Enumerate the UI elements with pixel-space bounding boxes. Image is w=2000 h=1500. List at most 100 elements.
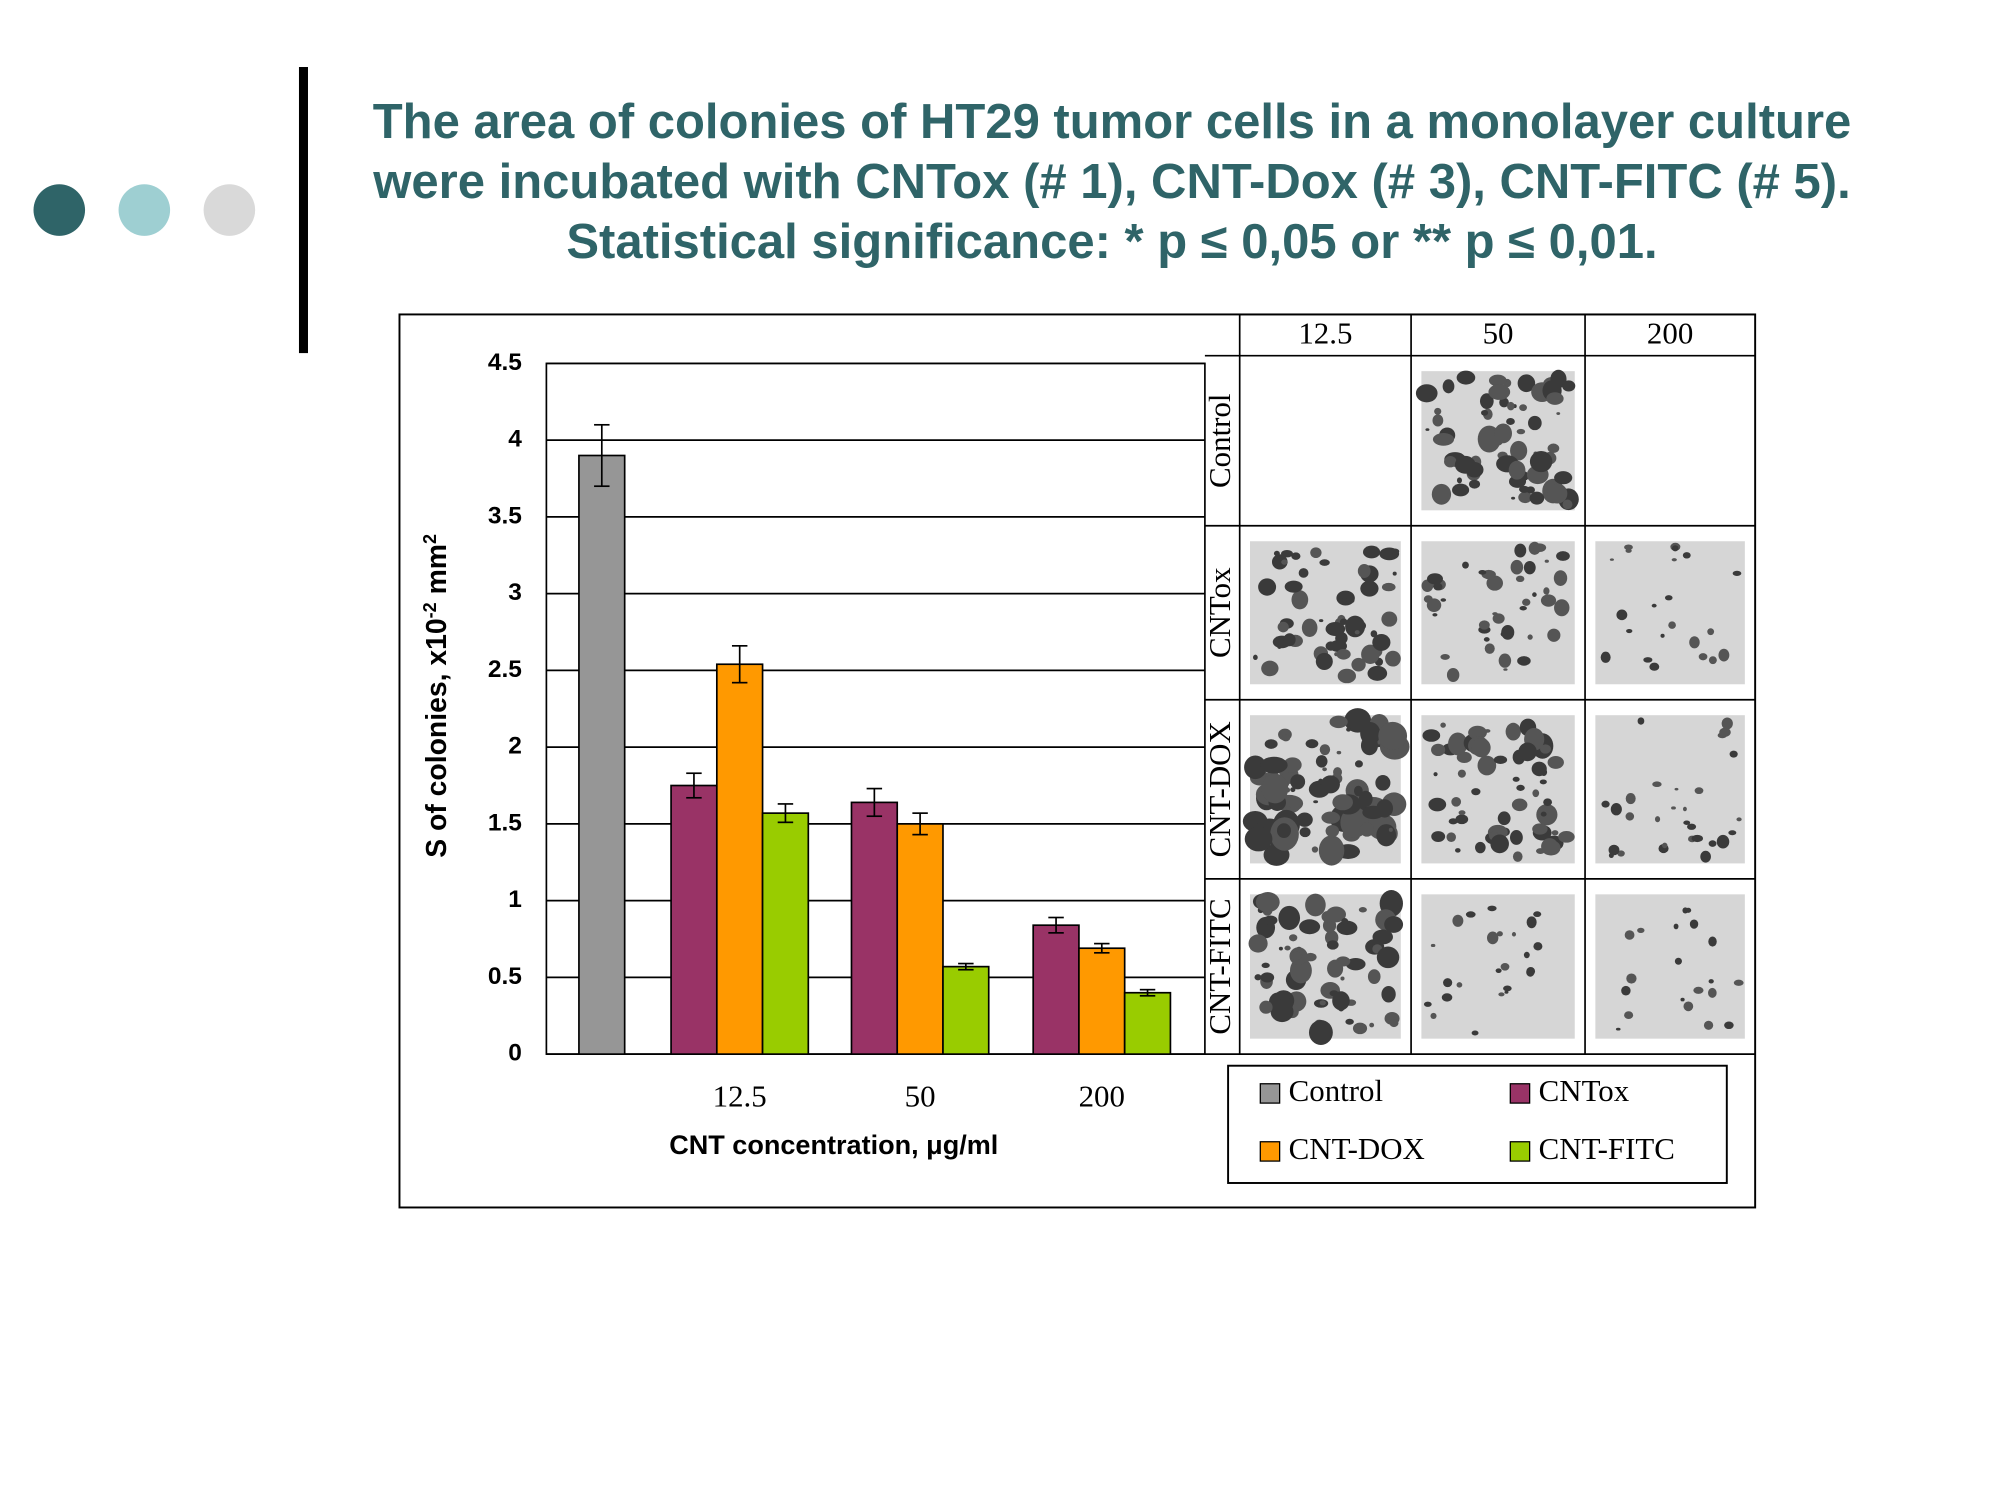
micrograph-colony [1544,559,1549,563]
micrograph-colony [1279,991,1291,1001]
micrograph-colony [1388,827,1393,832]
micrograph-colony [1694,787,1704,795]
micrograph-colony [1625,812,1635,821]
slide-title: The area of colonies of HT29 tumor cells… [372,95,1852,269]
micrograph-colony [1319,559,1330,566]
micrograph-colony [1671,558,1677,562]
y-tick-label: 4 [508,426,522,453]
micrograph-colony [1707,628,1715,636]
micrograph-colony [1448,732,1468,756]
micrograph-colony [1299,919,1321,935]
micrograph-colony [1357,564,1371,578]
micrograph-colony [1258,578,1277,596]
micrograph-colony [1519,606,1527,611]
micrograph-colony [1361,644,1380,665]
micrograph-colony [1683,820,1691,825]
micrograph-colony [1381,582,1396,592]
micrograph-colony [1291,552,1301,560]
micrograph-colony [1518,742,1537,762]
micrograph-colony [1671,806,1676,810]
micrograph-colony [1689,919,1699,929]
micrograph-colony [1680,997,1685,1002]
micrograph-colony [1546,392,1564,405]
y-tick-label: 3 [508,579,522,606]
micrograph-colony [1608,844,1620,856]
micrograph-colony [1315,652,1333,671]
micrograph-colony [1624,1011,1634,1020]
micrograph-colony [1392,571,1397,576]
micrograph-colony [1501,624,1515,640]
error-bar [1048,916,1064,934]
micrograph-colony [1454,455,1476,474]
micrograph-colony [1336,920,1358,936]
micrograph-colony [1456,370,1476,385]
bar [1123,991,1172,1055]
micrograph-colony [1273,550,1280,557]
micrograph [1242,708,1410,866]
micrograph-colony [1468,479,1481,489]
micrograph-colony [1277,621,1289,633]
micrograph-colony [1471,788,1481,796]
micrograph-colony [1687,823,1697,830]
micrograph-colony [1484,643,1495,654]
micrograph-colony [1468,725,1487,740]
micrograph-colony [1724,1021,1734,1030]
micrograph-column-label: 50 [1483,315,1514,350]
error-bar [1094,942,1110,954]
micrograph-colony [1471,1030,1479,1036]
micrograph-colony [1321,811,1341,824]
micrograph-colony [1511,932,1517,937]
micrograph-colony [1359,822,1374,837]
legend-label: CNT-FITC [1539,1131,1675,1166]
bar [1032,924,1080,1055]
micrograph-colony [1526,967,1535,977]
micrograph-colony [1260,972,1275,983]
micrograph-colony [1475,841,1486,854]
micrograph-colony [1626,628,1633,634]
micrograph-colony [1341,917,1349,926]
micrograph-colony [1498,992,1505,997]
micrograph [1248,890,1404,1045]
micrograph-colony [1290,787,1296,793]
micrograph-colony [1708,936,1717,947]
micrograph-colony [1253,654,1258,660]
micrograph-colony [1376,799,1394,818]
micrograph-colony [1381,611,1398,627]
micrograph-colony [1260,756,1288,774]
micrograph-colony [1333,767,1342,778]
micrograph-colony [1718,648,1730,662]
micrograph-colony [1276,823,1291,839]
micrograph-colony [1506,417,1515,425]
micrograph-colony [1455,814,1469,825]
micrograph-colony [1254,974,1262,981]
micrograph-colony [1385,650,1401,667]
micrograph-colony [1610,803,1622,816]
micrograph-colony [1354,760,1363,768]
micrograph-colony [1532,592,1537,597]
micrograph-background [1595,894,1745,1039]
y-axis-label-superscript: -2 [420,602,440,618]
micrograph-colony [1326,906,1346,923]
micrograph-colony [1540,744,1552,754]
micrograph-colony [1540,811,1547,817]
micrograph-colony [1442,379,1455,394]
micrograph-colony [1325,641,1336,651]
y-tick-label: 3.5 [488,502,522,529]
micrograph-colony [1432,613,1438,617]
micrograph-colony [1515,575,1525,583]
micrograph-colony [1691,834,1703,843]
micrograph-colony [1523,951,1530,959]
micrograph-colony [1493,755,1508,764]
micrograph-colony [1434,407,1442,415]
micrograph-colony [1291,590,1309,610]
micrograph-colony [1609,558,1614,561]
error-bar [777,803,794,824]
y-axis-label-superscript: 2 [420,534,440,544]
micrograph-colony [1533,942,1543,951]
micrograph-colony [1541,838,1559,855]
micrograph-colony [1244,826,1273,852]
micrograph-colony [1682,806,1687,812]
micrograph-colony [1499,397,1509,408]
micrograph-colony [1651,603,1657,608]
